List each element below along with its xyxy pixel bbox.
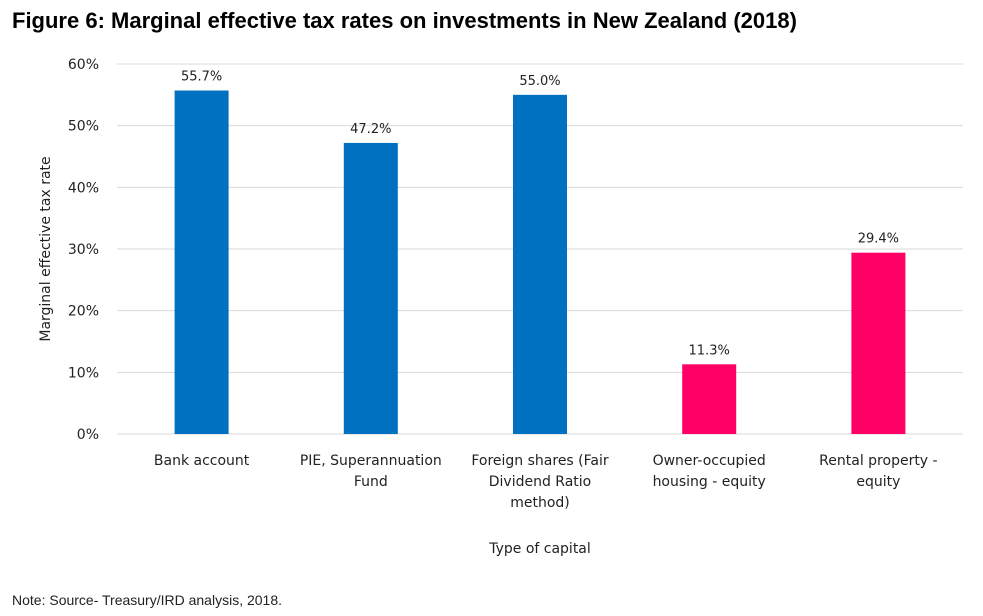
bar [343, 142, 398, 434]
bar [851, 252, 906, 434]
y-tick-label: 0% [77, 427, 99, 443]
y-tick-label: 50% [68, 119, 99, 135]
x-tick-label: Dividend Ratio [489, 474, 592, 490]
x-tick-label: equity [856, 474, 900, 490]
y-tick-label: 20% [68, 304, 99, 320]
data-label: 55.0% [519, 74, 560, 89]
data-label: 47.2% [350, 122, 391, 137]
figure-title: Figure 6: Marginal effective tax rates o… [12, 8, 797, 33]
x-tick-label: housing - equity [653, 474, 766, 490]
x-tick-label: method) [510, 495, 570, 511]
x-tick-label: Fund [354, 474, 388, 490]
bar [174, 90, 229, 435]
x-axis-title: Type of capital [488, 541, 591, 557]
y-tick-label: 40% [68, 180, 99, 196]
bar [513, 94, 567, 434]
data-label: 29.4% [858, 232, 899, 247]
source-note: Note: Source- Treasury/IRD analysis, 201… [12, 592, 283, 608]
x-tick-label: Bank account [154, 453, 250, 469]
x-tick-label: Owner-occupied [653, 453, 766, 469]
y-tick-label: 60% [68, 57, 99, 73]
y-tick-label: 30% [68, 242, 99, 258]
y-axis-title: Marginal effective tax rate [38, 156, 54, 341]
data-label: 55.7% [181, 70, 222, 85]
x-tick-label: Foreign shares (Fair [471, 453, 609, 469]
x-tick-label: PIE, Superannuation [300, 453, 442, 469]
data-label: 11.3% [689, 343, 730, 358]
bar [682, 364, 737, 434]
y-tick-label: 10% [68, 365, 99, 381]
bar-chart: 0% 10% 20% 30% 40% 50% 60% 55.7% Bank account 47.… [38, 57, 963, 557]
x-tick-label: Rental property - [819, 453, 937, 469]
